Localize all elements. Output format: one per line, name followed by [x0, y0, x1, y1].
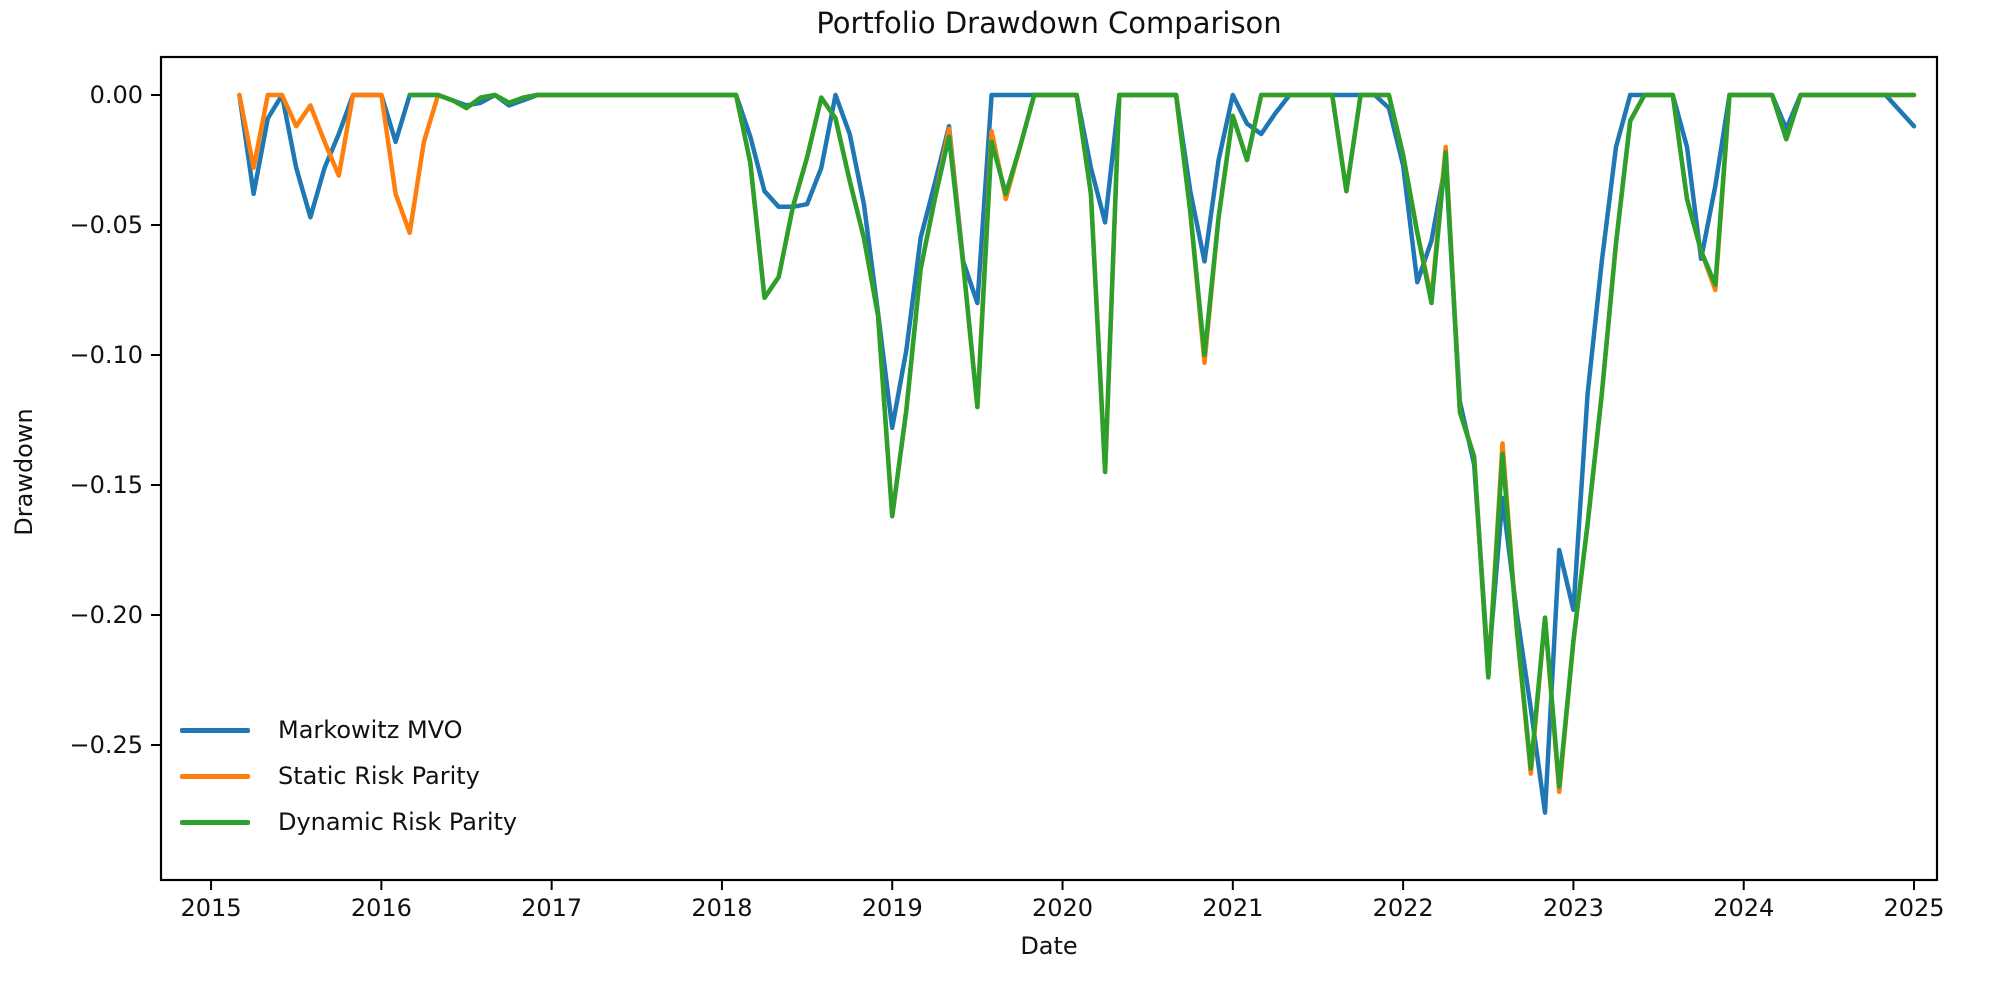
legend-label: Dynamic Risk Parity: [278, 808, 518, 836]
x-tick-label: 2019: [862, 894, 923, 922]
x-tick-label: 2024: [1713, 894, 1774, 922]
legend-label: Markowitz MVO: [278, 716, 463, 744]
legend-line-sample-green: [180, 819, 250, 825]
legend-line-sample-blue: [180, 727, 250, 733]
x-tick-label: 2025: [1883, 894, 1944, 922]
y-axis: 0.00 −0.05 −0.10 −0.15 −0.20 −0.25: [69, 81, 161, 759]
x-axis: 2015 2016 2017 2018 2019 2020 2021 2022 2023 2024…: [181, 880, 1945, 922]
series-line-static-risk-parity: [237, 92, 1917, 795]
y-tick-label: −0.25: [69, 731, 143, 759]
y-tick-label: −0.05: [69, 211, 143, 239]
x-tick-label: 2023: [1543, 894, 1604, 922]
x-tick-label: 2021: [1202, 894, 1263, 922]
legend-item-dynamic-risk-parity: Dynamic Risk Parity: [180, 806, 517, 838]
legend-label: Static Risk Parity: [278, 762, 480, 790]
y-axis-label: Drawdown: [10, 408, 38, 536]
series-line-markowitz-mvo: [237, 92, 1917, 815]
legend-item-markowitz-mvo: Markowitz MVO: [180, 714, 517, 746]
y-tick-label: −0.15: [69, 471, 143, 499]
legend-line-sample-orange: [180, 773, 250, 779]
y-tick-label: 0.00: [90, 81, 143, 109]
x-tick-label: 2015: [181, 894, 242, 922]
x-tick-label: 2017: [521, 894, 582, 922]
x-tick-label: 2016: [351, 894, 412, 922]
x-tick-label: 2018: [691, 894, 752, 922]
chart-title: Portfolio Drawdown Comparison: [816, 6, 1282, 40]
y-tick-label: −0.20: [69, 601, 143, 629]
x-axis-label: Date: [1020, 932, 1078, 960]
legend: Markowitz MVO Static Risk Parity Dynamic…: [180, 714, 517, 838]
plot-border: [159, 55, 1939, 882]
series-line-dynamic-risk-parity: [407, 92, 1917, 789]
x-tick-label: 2022: [1373, 894, 1434, 922]
legend-item-static-risk-parity: Static Risk Parity: [180, 760, 517, 792]
y-tick-label: −0.10: [69, 341, 143, 369]
x-tick-label: 2020: [1032, 894, 1093, 922]
